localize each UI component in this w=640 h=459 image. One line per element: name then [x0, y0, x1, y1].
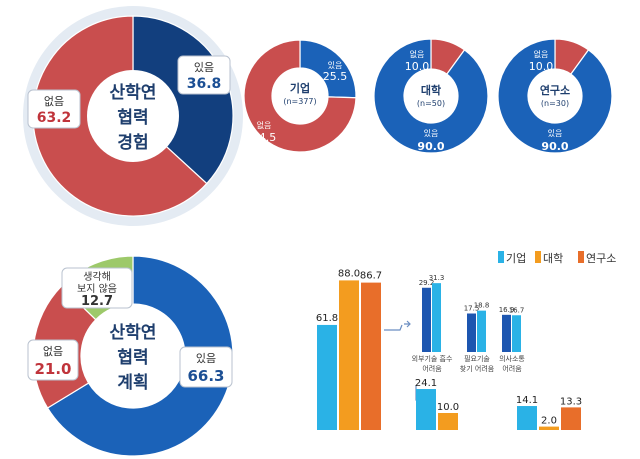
third-bar-value: 2.0: [541, 416, 557, 427]
donut5-slice-label: 있음: [196, 352, 216, 365]
donut1-center-label: 협력: [117, 107, 148, 128]
sub-group-label: 외부기술 흡수: [412, 354, 453, 363]
donut1-center-label: 산학연: [110, 83, 157, 103]
sub-bar-value: 18.8: [474, 302, 490, 310]
legend-label: 기업: [506, 252, 526, 265]
donut1-center-hole: [87, 70, 179, 162]
donut3-slice-1: [373, 38, 489, 154]
donut1-slice-label: 없음: [44, 95, 64, 108]
sub-group-label: 어려움: [422, 364, 442, 373]
connector-arrowhead: [404, 320, 411, 328]
donut1-slice-label: 있음: [194, 61, 214, 74]
donut1-label-box-no: [27, 89, 81, 129]
sub-group-label: 어려움: [502, 364, 522, 373]
sub-group-label: 의사소통: [499, 354, 525, 363]
donut5-center-label: 계획: [117, 373, 148, 393]
donut5-label-box-no: [27, 339, 79, 381]
legend-label: 대학: [543, 252, 563, 265]
third-bar: [539, 426, 559, 430]
main-bar: [361, 282, 381, 430]
sub-bar-value: 29.2: [419, 279, 435, 287]
second-bar-value: 10.0: [437, 402, 459, 413]
donut2-center-label: 기업: [290, 81, 310, 95]
sub-bar: [502, 314, 511, 352]
donut5-slice-label: 보지 않음: [77, 283, 117, 295]
donut1-value-label: 36.8: [187, 76, 222, 92]
sub-bar: [512, 315, 521, 352]
third-bar-value: 14.1: [516, 395, 538, 406]
legend-swatch: [535, 251, 541, 263]
donut2-value-label: 25.5: [323, 70, 348, 83]
donut1-value-label: 63.2: [37, 110, 72, 126]
donut2-slice-1: [243, 39, 357, 153]
connector-arrow: [384, 324, 403, 331]
donut4-slice-1: [497, 38, 613, 154]
third-bar: [561, 407, 581, 430]
donut3-value-label: 90.0: [417, 140, 444, 153]
donut5-slice-label: 없음: [43, 345, 63, 358]
sub-bar: [432, 283, 441, 352]
sub-bar: [467, 313, 476, 352]
donut4-slice-label: 있음: [548, 128, 563, 138]
donut3-center-label: (n=50): [417, 99, 445, 108]
sub-group-label: 필요기술: [464, 354, 490, 363]
legend-swatch: [498, 251, 504, 263]
donut2-slice-label: 없음: [257, 121, 272, 130]
donut3-slice-label: 있음: [424, 128, 439, 138]
donut1-label-box-yes: [177, 55, 231, 95]
third-bar: [517, 406, 537, 430]
donut5-value-label: 21.0: [34, 360, 71, 378]
sub-bar-value: 16.9: [499, 306, 515, 314]
main-bar: [339, 280, 359, 430]
donut5-center-label: 산학연: [110, 323, 157, 343]
sub-bar-value: 16.7: [509, 306, 525, 314]
second-bar-value: 24.1: [415, 378, 437, 389]
sub-bar: [422, 287, 431, 352]
donut5-slice-label: 생각해: [83, 270, 111, 283]
second-bar: [438, 413, 458, 430]
donut2-value-label: 74.5: [252, 131, 277, 144]
legend-label: 연구소: [586, 252, 616, 265]
donut4-value-label: 90.0: [541, 140, 568, 153]
sub-bar: [477, 310, 486, 352]
donut2-center-label: (n=377): [283, 97, 316, 106]
donut4-center-label: (n=30): [541, 99, 569, 108]
donut4-slice-label: 없음: [534, 50, 549, 59]
main-bar-value: 61.8: [316, 313, 338, 324]
donut3-center-label: 대학: [421, 83, 441, 97]
second-bar: [416, 389, 436, 430]
donut5-value-label: 66.3: [187, 367, 224, 385]
main-bar: [317, 324, 337, 430]
donut1-center-label: 경험: [117, 132, 148, 153]
sub-bar-value: 17.5: [464, 305, 480, 313]
donut2-slice-label: 있음: [328, 60, 343, 70]
legend-swatch: [578, 251, 584, 263]
third-bar-value: 13.3: [560, 396, 582, 407]
donut3-value-label: 10.0: [405, 60, 430, 73]
sub-group-label: 찾기 어려움: [460, 364, 495, 373]
donut5-center-hole: [81, 304, 185, 408]
main-bar-value: 86.7: [360, 271, 382, 282]
donut3-slice-label: 없음: [410, 50, 425, 59]
sub-bar-value: 31.3: [429, 274, 445, 282]
donut5-center-label: 협력: [117, 347, 148, 368]
main-bar-value: 88.0: [338, 268, 360, 279]
donut5-label-box-notconsidered: [61, 267, 133, 309]
donut4-center-label: 연구소: [540, 83, 570, 97]
donut5-label-box-yes: [179, 346, 233, 388]
donut5-value-label: 12.7: [81, 294, 113, 309]
donut4-value-label: 10.0: [529, 60, 554, 73]
